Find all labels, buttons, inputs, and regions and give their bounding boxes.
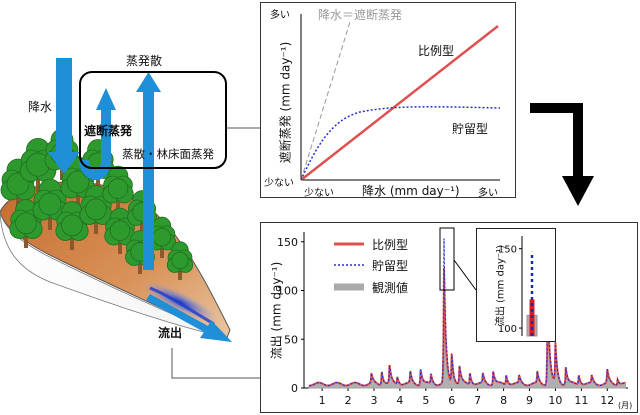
- tree: [32, 178, 68, 230]
- connector-to-lower-chart: [171, 348, 260, 379]
- lower-x-unit: (月): [618, 401, 633, 410]
- upper-y-low: 少ない: [264, 178, 294, 189]
- interception-label: 遮断蒸発: [84, 124, 133, 138]
- inset-frame: [476, 228, 556, 342]
- legend-proportional-label: 比例型: [418, 44, 455, 58]
- tree: [102, 165, 134, 212]
- reference-line-label: 降水＝遮断蒸発: [318, 8, 403, 22]
- tree: [79, 185, 113, 234]
- transpiration-label: 蒸散・林床面蒸発: [122, 147, 214, 161]
- stream-line: [149, 286, 215, 326]
- legend-storage-text: 貯留型: [372, 259, 409, 273]
- legend-proportional-text: 比例型: [372, 238, 409, 252]
- lower-ylabel: 流出 (mm day⁻¹): [269, 261, 284, 360]
- precipitation-label: 降水: [28, 100, 53, 114]
- upper-chart-frame: [260, 2, 516, 198]
- legend-observed-text: 観測値: [372, 281, 409, 295]
- upper-ylabel: 遮断蒸発 (mm day⁻¹): [278, 41, 293, 164]
- inset-ylabel: 流出 (mm day⁻¹): [495, 244, 507, 327]
- precipitation-arrow: [48, 58, 80, 174]
- runoff-label: 流出: [158, 326, 183, 340]
- upper-xlabel: 降水 (mm day⁻¹): [362, 184, 460, 198]
- runoff-arrow: [146, 294, 232, 342]
- lower-chart-frame: [260, 222, 638, 413]
- tree: [9, 199, 43, 248]
- forest-water-cycle-illustration: [0, 58, 260, 379]
- upper-y-high: 多い: [270, 10, 290, 21]
- evapotranspiration-label: 蒸発散: [126, 54, 163, 68]
- upper-x-high: 多い: [478, 188, 498, 199]
- tree: [166, 241, 194, 280]
- evapotranspiration-arrow: [136, 72, 161, 270]
- upper-x-low: 少ない: [304, 188, 334, 199]
- legend-storage-label: 貯留型: [452, 122, 489, 136]
- evaporation-box: [79, 71, 227, 169]
